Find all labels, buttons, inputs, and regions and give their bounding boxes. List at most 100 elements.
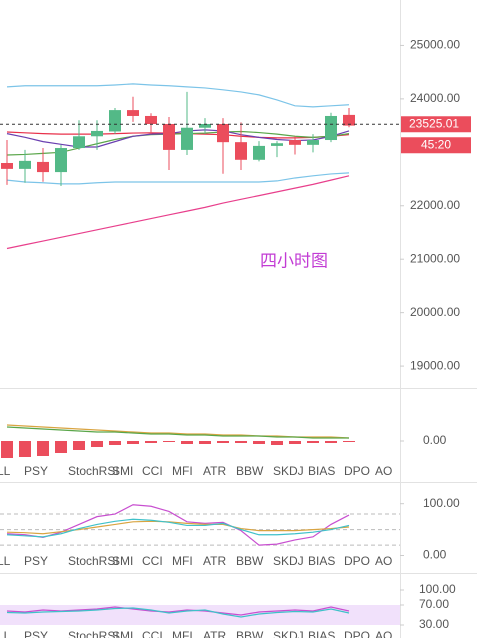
candle-body bbox=[235, 142, 247, 160]
histogram-bar bbox=[91, 441, 103, 447]
histogram-bar bbox=[289, 441, 301, 444]
indicator-tab[interactable]: PSY bbox=[24, 629, 48, 638]
candle-body bbox=[199, 123, 211, 128]
y-tick-label: 21000.00 bbox=[410, 251, 460, 265]
indicator-line bbox=[6, 504, 350, 546]
indicator-tab[interactable]: SKDJ bbox=[273, 554, 304, 568]
indicator-line bbox=[6, 518, 350, 538]
histogram-bar bbox=[109, 441, 121, 445]
indicator-tab[interactable]: CCI bbox=[142, 464, 163, 478]
indicator-line bbox=[6, 175, 350, 250]
countdown-box bbox=[401, 137, 471, 154]
indicator-tab[interactable]: ATR bbox=[203, 464, 226, 478]
y-tick-label: 22000.00 bbox=[410, 198, 460, 212]
indicator-tab[interactable]: BBW bbox=[236, 554, 264, 568]
candle-body bbox=[55, 148, 67, 173]
indicator-tab[interactable]: StochRSI bbox=[68, 629, 119, 638]
y-tick-label: 30.00 bbox=[419, 617, 449, 631]
indicator-tab[interactable]: LL bbox=[0, 629, 11, 638]
histogram-bar bbox=[145, 441, 157, 443]
histogram-bar bbox=[343, 441, 355, 442]
candle-body bbox=[307, 140, 319, 145]
histogram-bar bbox=[19, 441, 31, 457]
indicator-tab[interactable]: MFI bbox=[172, 554, 193, 568]
indicator-tab[interactable]: DPO bbox=[344, 464, 370, 478]
indicator-tab[interactable]: CCI bbox=[142, 554, 163, 568]
candle-body bbox=[163, 123, 175, 150]
candle-body bbox=[145, 115, 157, 124]
y-tick-label: 25000.00 bbox=[410, 38, 460, 52]
indicator-tab[interactable]: BBW bbox=[236, 629, 264, 638]
indicator-tab[interactable]: AO bbox=[375, 554, 392, 568]
indicator-tab[interactable]: ATR bbox=[203, 629, 226, 638]
y-tick-label: 20000.00 bbox=[410, 305, 460, 319]
last-price-label: 23525.01 bbox=[409, 116, 459, 130]
indicator-tab[interactable]: AO bbox=[375, 629, 392, 638]
histogram-bar bbox=[127, 441, 139, 444]
indicator-tab[interactable]: BIAS bbox=[308, 464, 335, 478]
y-tick-label: 0.00 bbox=[423, 548, 447, 562]
candle-body bbox=[127, 110, 139, 116]
indicator-tab[interactable]: SMI bbox=[112, 629, 133, 638]
histogram-bar bbox=[73, 441, 85, 450]
histogram-bar bbox=[235, 441, 247, 443]
histogram-bar bbox=[325, 441, 337, 443]
candle-body bbox=[19, 160, 31, 169]
indicator-tab[interactable]: LL bbox=[0, 464, 11, 478]
candle-body bbox=[325, 115, 337, 141]
y-tick-label: 100.00 bbox=[419, 582, 456, 596]
histogram-bar bbox=[271, 441, 283, 445]
indicator-line bbox=[6, 426, 349, 439]
indicator-tab[interactable]: BIAS bbox=[308, 554, 335, 568]
candle-body bbox=[1, 163, 13, 169]
indicator-tab[interactable]: DPO bbox=[344, 554, 370, 568]
indicator-tab[interactable]: SMI bbox=[112, 554, 133, 568]
y-tick-label: 0.00 bbox=[423, 433, 447, 447]
candle-body bbox=[217, 123, 229, 143]
indicator-tab[interactable]: ATR bbox=[203, 554, 226, 568]
indicator-tab[interactable]: PSY bbox=[24, 464, 48, 478]
indicator-line bbox=[6, 424, 350, 439]
candle-body bbox=[271, 143, 283, 146]
indicator-tab[interactable]: MFI bbox=[172, 464, 193, 478]
histogram-bar bbox=[199, 441, 211, 444]
candle-body bbox=[343, 114, 355, 126]
indicator-tab[interactable]: BBW bbox=[236, 464, 264, 478]
indicator-tab[interactable]: SKDJ bbox=[273, 464, 304, 478]
histogram-bar bbox=[217, 441, 229, 443]
candle-body bbox=[181, 127, 193, 150]
candle-body bbox=[91, 130, 103, 137]
indicator-tab[interactable]: MFI bbox=[172, 629, 193, 638]
histogram-bar bbox=[307, 441, 319, 443]
y-tick-label: 19000.00 bbox=[410, 358, 460, 372]
indicator-tab[interactable]: AO bbox=[375, 464, 392, 478]
indicator-tab[interactable]: StochRSI bbox=[68, 464, 119, 478]
indicator-tab[interactable]: SKDJ bbox=[273, 629, 304, 638]
candle-body bbox=[109, 110, 121, 132]
indicator-tab[interactable]: StochRSI bbox=[68, 554, 119, 568]
indicator-line bbox=[6, 607, 350, 618]
indicator-tab[interactable]: CCI bbox=[142, 629, 163, 638]
indicator-tab[interactable]: SMI bbox=[112, 464, 133, 478]
last-price-box bbox=[401, 116, 471, 133]
candle-body bbox=[289, 140, 301, 145]
y-tick-label: 100.00 bbox=[423, 496, 460, 510]
indicator-line bbox=[6, 172, 350, 185]
histogram-bar bbox=[37, 441, 49, 456]
histogram-bar bbox=[253, 441, 265, 444]
indicator-tab[interactable]: BIAS bbox=[308, 629, 335, 638]
histogram-bar bbox=[1, 441, 13, 458]
indicator-line bbox=[6, 520, 350, 535]
histogram-bar bbox=[163, 441, 175, 442]
indicator-tab[interactable]: LL bbox=[0, 554, 11, 568]
countdown-label: 45:20 bbox=[421, 137, 451, 151]
indicator-tab[interactable]: PSY bbox=[24, 554, 48, 568]
y-tick-label: 24000.00 bbox=[410, 91, 460, 105]
candle-body bbox=[73, 136, 85, 149]
histogram-bar bbox=[181, 441, 193, 444]
histogram-bar bbox=[55, 441, 67, 453]
indicator-line bbox=[6, 83, 350, 108]
indicator-tab[interactable]: DPO bbox=[344, 629, 370, 638]
annotation: 四小时图 bbox=[260, 251, 328, 270]
